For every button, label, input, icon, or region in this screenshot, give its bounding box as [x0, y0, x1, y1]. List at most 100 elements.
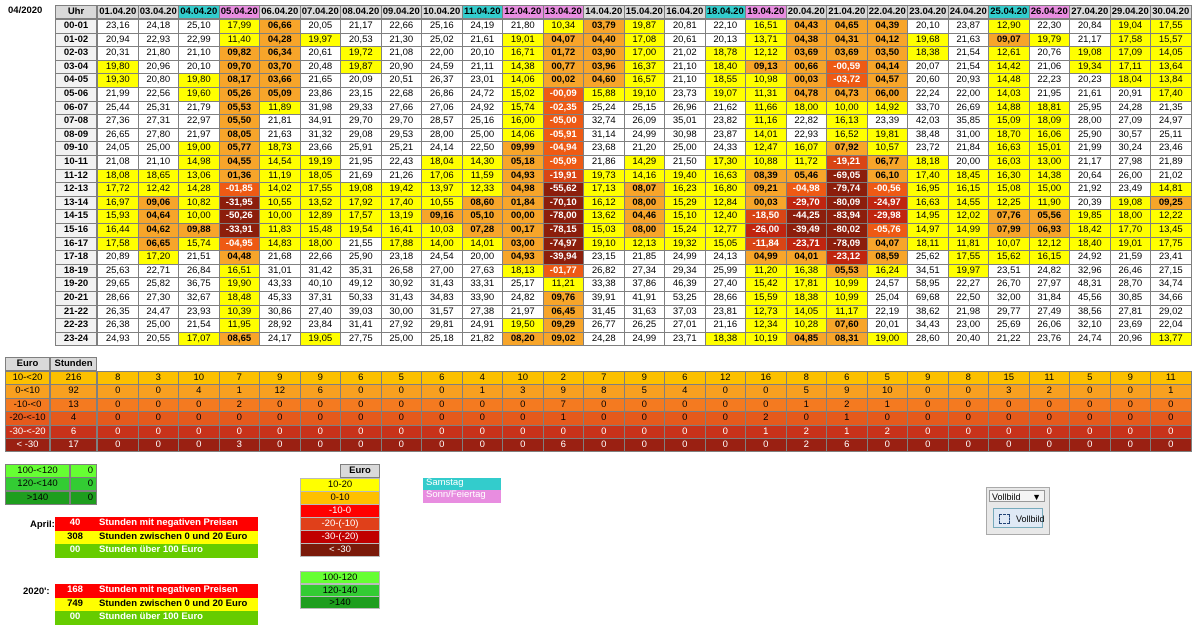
- price-cell: 10,99: [826, 291, 868, 306]
- price-cell: -00,09: [542, 87, 584, 102]
- price-cell: 20,53: [340, 32, 382, 48]
- price-cell: 19,54: [340, 223, 382, 238]
- stats-count: 7: [542, 397, 584, 413]
- date-header: 26.04.20: [1028, 5, 1070, 19]
- price-cell: 20,55: [137, 331, 179, 347]
- price-cell: 09,02: [542, 331, 584, 347]
- price-cell: 06,93: [1028, 223, 1070, 238]
- price-cell: 21,97: [178, 127, 220, 143]
- stats-count: 1: [461, 384, 503, 399]
- date-header: 06.04.20: [259, 5, 301, 19]
- price-cell: 17,08: [623, 32, 665, 48]
- price-cell: -80,09: [826, 195, 868, 211]
- price-cell: 19,80: [97, 59, 139, 75]
- date-header: 03.04.20: [137, 5, 179, 19]
- price-cell: 21,63: [947, 32, 989, 48]
- price-cell: 20,10: [461, 46, 503, 61]
- price-cell: 16,44: [97, 223, 139, 238]
- price-cell: 09,29: [542, 318, 584, 333]
- vollbild-dropdown[interactable]: Vollbild ▼: [989, 490, 1045, 502]
- stats-count: 0: [947, 424, 989, 439]
- price-cell: 03,69: [785, 46, 827, 61]
- stats-count: 0: [1069, 438, 1111, 453]
- price-cell: 04,64: [137, 209, 179, 224]
- stats-count: 0: [421, 424, 463, 439]
- green-legend-item: 100-120: [300, 571, 380, 584]
- price-cell: -78,00: [542, 209, 584, 224]
- stats-count: 0: [502, 397, 544, 413]
- price-cell: 25,18: [421, 331, 463, 347]
- hour-label: 18-19: [55, 263, 97, 279]
- vollbild-button[interactable]: Vollbild: [993, 508, 1045, 528]
- price-cell: 18,04: [1109, 73, 1151, 88]
- price-cell: 04,78: [785, 87, 827, 102]
- price-cell: 30,85: [1109, 291, 1151, 306]
- price-cell: 26,06: [1028, 318, 1070, 333]
- price-cell: 16,41: [380, 223, 422, 238]
- stats-count: 0: [178, 438, 220, 453]
- stats-count: 0: [1069, 397, 1111, 413]
- stats-count: 8: [785, 371, 827, 386]
- price-cell: 03,50: [866, 46, 908, 61]
- price-cell: 27,38: [461, 304, 503, 320]
- price-cell: 12,89: [299, 209, 341, 224]
- stats-count: 9: [1109, 371, 1151, 386]
- price-cell: 24,99: [623, 127, 665, 143]
- price-cell: 14,03: [988, 87, 1030, 102]
- date-header: 21.04.20: [826, 5, 868, 19]
- price-cell: 12,73: [745, 304, 787, 320]
- price-cell: 17,11: [1109, 59, 1151, 75]
- price-cell: 07,28: [461, 223, 503, 238]
- price-cell: 21,54: [178, 318, 220, 333]
- high-label: 100-<120: [5, 464, 70, 478]
- price-cell: 15,08: [988, 182, 1030, 197]
- hour-label: 00-01: [55, 19, 97, 34]
- stats-count: 0: [340, 424, 382, 439]
- hour-label: 11-12: [55, 168, 97, 184]
- price-cell: 22,23: [1028, 73, 1070, 88]
- stats-count: 1: [1150, 384, 1192, 399]
- stats-count: 2: [785, 438, 827, 453]
- price-cell: 58,95: [907, 277, 949, 292]
- price-cell: -23,71: [785, 236, 827, 252]
- stats-total: 6: [50, 424, 97, 439]
- price-cell: 03,69: [826, 46, 868, 61]
- price-cell: 10,98: [745, 73, 787, 88]
- stats-count: 0: [623, 411, 665, 426]
- stats-count: 15: [988, 371, 1030, 386]
- price-cell: 28,60: [907, 331, 949, 347]
- price-cell: 05,46: [785, 168, 827, 184]
- price-cell: 17,00: [623, 46, 665, 61]
- price-cell: 07,60: [826, 318, 868, 333]
- price-cell: 31,43: [421, 277, 463, 292]
- price-cell: 10,00: [178, 209, 220, 224]
- stats-count: 0: [704, 438, 746, 453]
- price-cell: 29,70: [340, 114, 382, 129]
- stats-count: 0: [745, 384, 787, 399]
- price-cell: -78,15: [542, 223, 584, 238]
- stats-count: 0: [1150, 411, 1192, 426]
- price-cell: 04,14: [866, 59, 908, 75]
- price-cell: 18,40: [704, 59, 746, 75]
- price-cell: 19,01: [1109, 236, 1151, 252]
- stats-count: 16: [745, 371, 787, 386]
- price-cell: 04,07: [866, 236, 908, 252]
- stats-count: 9: [259, 371, 301, 386]
- stats-count: 9: [623, 371, 665, 386]
- stats-count: 0: [178, 397, 220, 413]
- price-cell: 26,77: [583, 318, 625, 333]
- day-legend-item: Samstag: [423, 478, 501, 491]
- price-cell: 19,80: [178, 73, 220, 88]
- stats-count: 1: [785, 397, 827, 413]
- price-cell: 23,73: [664, 87, 706, 102]
- price-cell: 17,40: [1150, 87, 1192, 102]
- price-cell: -33,91: [218, 223, 260, 238]
- price-cell: 48,31: [1069, 277, 1111, 292]
- price-cell: -80,02: [826, 223, 868, 238]
- price-cell: 19,10: [623, 87, 665, 102]
- stats-count: 0: [97, 384, 139, 399]
- price-cell: 08,20: [502, 331, 544, 347]
- price-cell: 04,28: [259, 32, 301, 48]
- price-cell: 20,96: [137, 59, 179, 75]
- price-cell: 18,11: [907, 236, 949, 252]
